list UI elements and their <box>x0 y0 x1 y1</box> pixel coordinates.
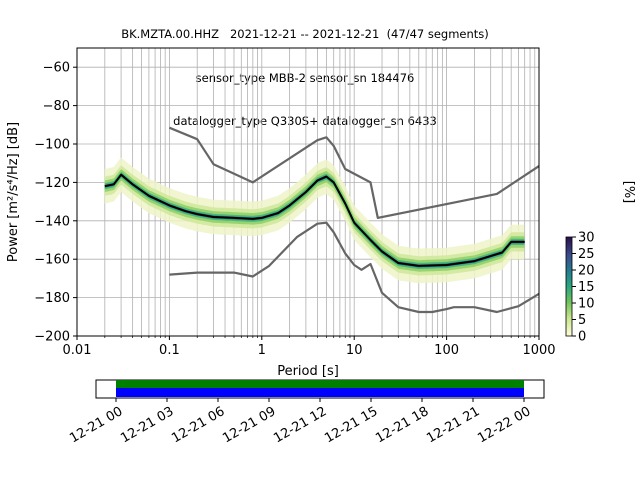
timeline-tick-label: 12-21 15 <box>322 404 380 446</box>
x-ticks: 0.01 0.1 1 10 100 1000 <box>63 336 556 358</box>
timeline-tick-label: 12-21 12 <box>271 404 329 446</box>
x-tick-label: 0.01 <box>63 343 92 358</box>
timeline-tick-label: 12-21 06 <box>169 404 227 446</box>
noise-model-low-line <box>169 221 540 314</box>
y-axis-label: Power [m²/s⁴/Hz] [dB] <box>6 122 21 262</box>
x-tick-label: 10 <box>346 343 363 358</box>
colorbar-tick-label: 15 <box>578 280 595 295</box>
colorbar-label: [%] <box>621 181 636 204</box>
timeline-tick-label: 12-22 00 <box>475 404 533 446</box>
x-tick-label: 1 <box>258 343 266 358</box>
timeline-tick-label: 12-21 03 <box>118 404 176 446</box>
timeline-tick-label: 12-21 18 <box>373 404 431 446</box>
mean-psd-line <box>104 173 525 267</box>
x-tick-label: 0.1 <box>159 343 180 358</box>
plot-frame <box>76 47 540 337</box>
x-axis-label: Period [s] <box>277 364 339 379</box>
x-tick-label: 100 <box>434 343 459 358</box>
y-tick-label: −140 <box>34 214 70 229</box>
y-ticks: −200 −180 −160 −140 −120 −100 −80 −60 <box>34 61 77 345</box>
colorbar-tick-label: 25 <box>578 247 595 262</box>
y-tick-label: −180 <box>34 291 70 306</box>
density-band <box>104 157 525 284</box>
y-tick-label: −120 <box>34 176 70 191</box>
colorbar-gradient <box>565 236 573 337</box>
colorbar-tick-label: 5 <box>578 313 586 328</box>
noise-model-high-line <box>168 126 540 219</box>
timeline-bar-green <box>116 380 524 388</box>
y-tick-label: −100 <box>34 138 70 153</box>
y-tick-label: −60 <box>43 61 70 76</box>
series-lines <box>104 126 540 314</box>
title-line: datalogger_type Q330S+ datalogger_sn 643… <box>173 114 437 128</box>
colorbar-tick-label: 0 <box>578 330 586 345</box>
timeline-tick-label: 12-21 21 <box>424 404 482 446</box>
colorbar-tick-label: 20 <box>578 264 595 279</box>
y-tick-label: −200 <box>34 330 70 345</box>
title-line: BK.MZTA.00.HHZ 2021-12-21 -- 2021-12-21 … <box>121 27 489 41</box>
colorbar-tick-label: 30 <box>578 231 595 246</box>
timeline-tick-label: 12-21 00 <box>67 404 125 446</box>
timeline-tick-label: 12-21 09 <box>220 404 278 446</box>
x-tick-label: 1000 <box>522 343 555 358</box>
y-tick-label: −80 <box>43 99 70 114</box>
timeline-bar-blue <box>116 388 524 397</box>
colorbar-tick-label: 10 <box>578 297 595 312</box>
y-tick-label: −160 <box>34 253 70 268</box>
